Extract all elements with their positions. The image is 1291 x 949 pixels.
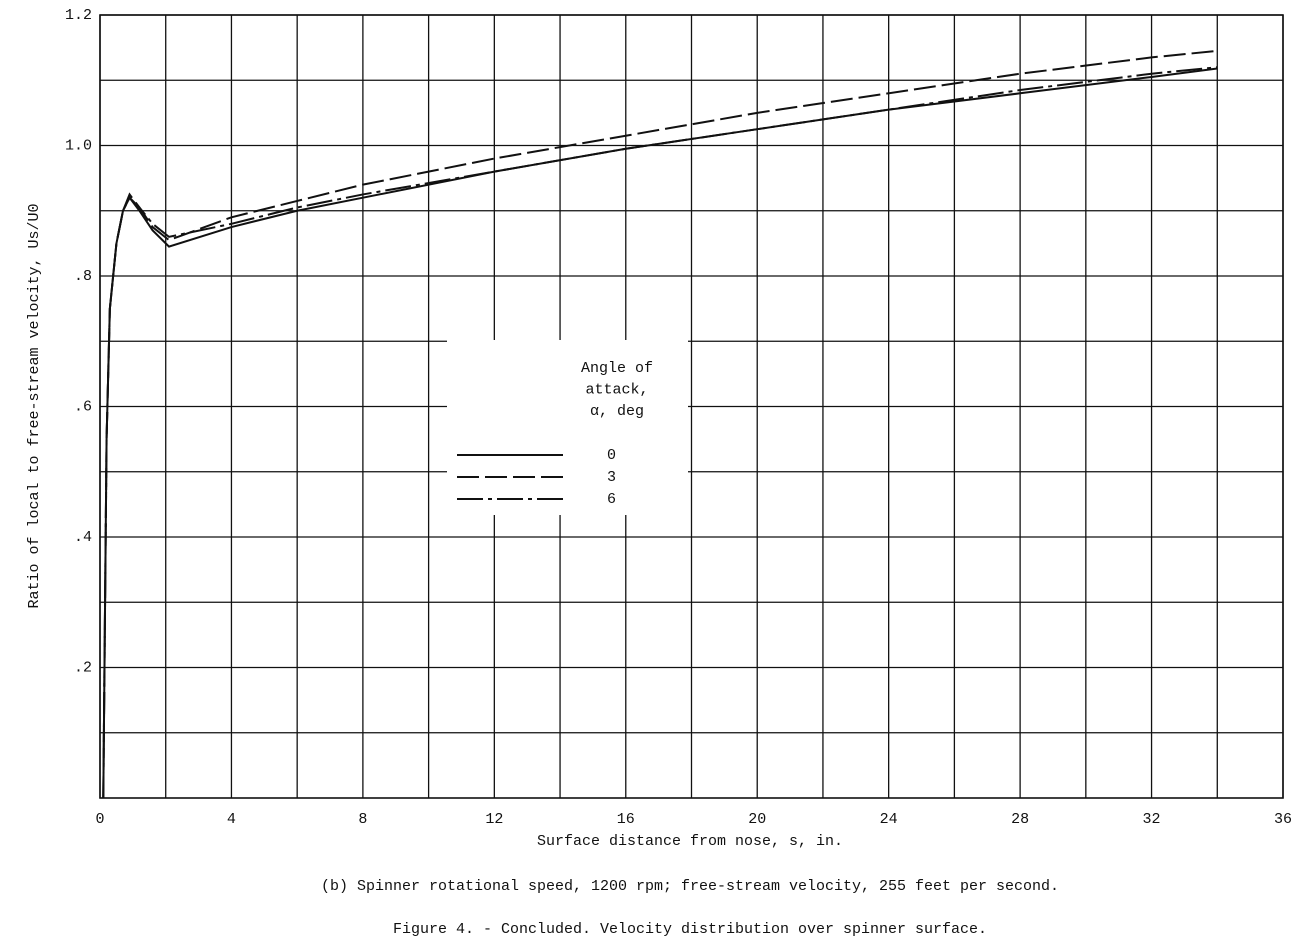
x-tick-label: 0 [95,811,104,828]
legend-title: attack, [585,381,648,398]
x-tick-label: 16 [617,811,635,828]
caption: Figure 4. - Concluded. Velocity distribu… [393,921,987,938]
y-tick-label: .6 [74,398,92,415]
legend-title: Angle of [581,360,653,377]
legend-title: α, deg [590,403,644,420]
legend-box [447,340,688,515]
legend-label: 6 [607,491,616,508]
data-line [102,49,1218,799]
data-line [102,66,1218,799]
legend-label: 3 [607,469,616,486]
x-tick-label: 36 [1274,811,1291,828]
plot-frame [99,14,1284,799]
x-tick-label: 28 [1011,811,1029,828]
legend-label: 0 [607,447,616,464]
x-tick-label: 4 [227,811,236,828]
x-axis-label: Surface distance from nose, s, in. [537,833,843,850]
x-tick-label: 8 [358,811,367,828]
y-tick-label: .8 [74,268,92,285]
x-tick-label: 20 [748,811,766,828]
x-tick-label: 12 [485,811,503,828]
grid [99,14,1284,798]
x-tick-label: 24 [880,811,898,828]
x-tick-label: 32 [1143,811,1161,828]
y-tick-label: .4 [74,529,92,546]
caption: (b) Spinner rotational speed, 1200 rpm; … [321,878,1059,895]
y-tick-label: 1.0 [65,137,92,154]
y-tick-label: 1.2 [65,7,92,24]
y-tick-label: .2 [74,659,92,676]
y-axis-label: Ratio of local to free-stream velocity, … [26,203,43,608]
data-line [102,67,1218,799]
